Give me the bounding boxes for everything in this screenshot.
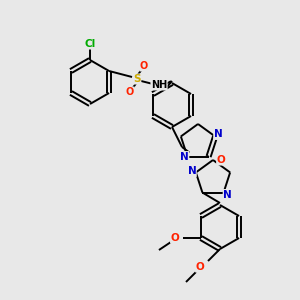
Text: N: N: [214, 129, 223, 140]
Text: S: S: [133, 74, 141, 84]
Text: N: N: [180, 152, 189, 162]
Text: Cl: Cl: [84, 39, 96, 49]
Text: NH: NH: [151, 80, 167, 90]
Text: N: N: [223, 190, 232, 200]
Text: O: O: [126, 87, 134, 97]
Text: N: N: [188, 167, 196, 176]
Text: O: O: [196, 262, 204, 272]
Text: O: O: [171, 233, 179, 243]
Text: O: O: [140, 61, 148, 71]
Text: O: O: [217, 155, 225, 165]
